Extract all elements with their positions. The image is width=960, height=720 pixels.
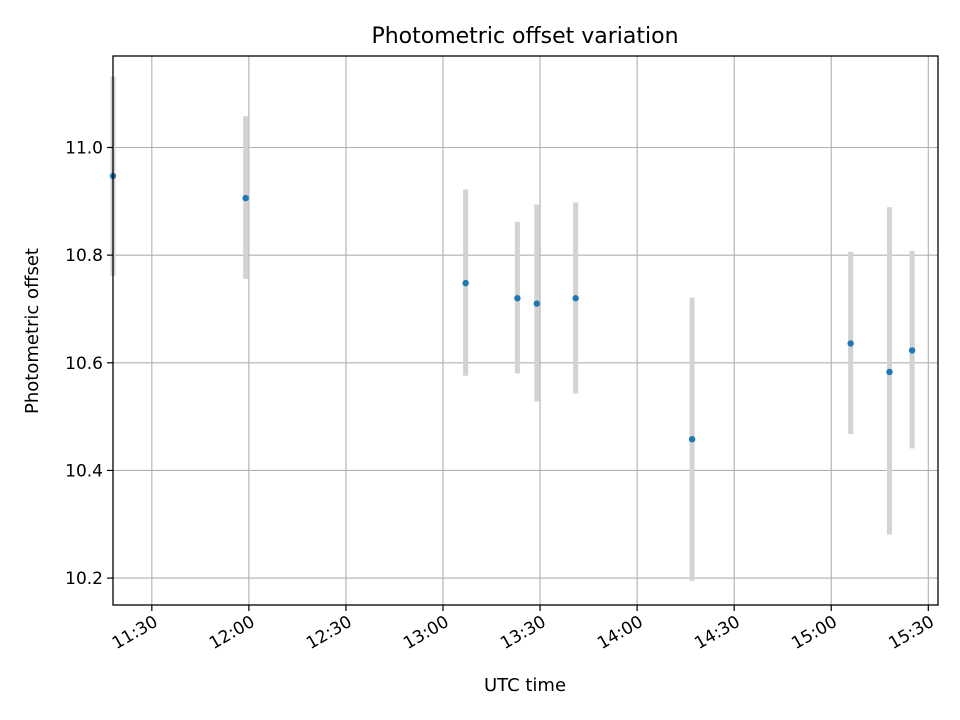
data-points — [109, 172, 916, 443]
data-point — [533, 300, 541, 307]
y-axis-label: Photometric offset — [22, 248, 43, 414]
data-point — [688, 436, 696, 443]
y-tick-label: 10.8 — [65, 246, 103, 266]
chart-title: Photometric offset variation — [371, 24, 678, 49]
plot-frame — [112, 55, 939, 606]
grid — [113, 56, 938, 605]
y-tick-label: 10.6 — [65, 354, 103, 374]
x-axis-label: UTC time — [484, 675, 566, 696]
data-point — [514, 295, 521, 302]
data-point — [242, 194, 249, 202]
data-point — [886, 368, 893, 376]
y-axis-ticks: 10.2 10.4 10.6 10.8 11.0 — [65, 139, 113, 589]
y-tick-label: 10.2 — [65, 569, 103, 589]
data-point — [572, 295, 579, 302]
y-tick-label: 10.4 — [65, 461, 103, 481]
y-tick-label: 11.0 — [65, 139, 103, 159]
data-point — [847, 340, 854, 347]
data-point — [462, 279, 469, 287]
data-point — [908, 347, 916, 354]
